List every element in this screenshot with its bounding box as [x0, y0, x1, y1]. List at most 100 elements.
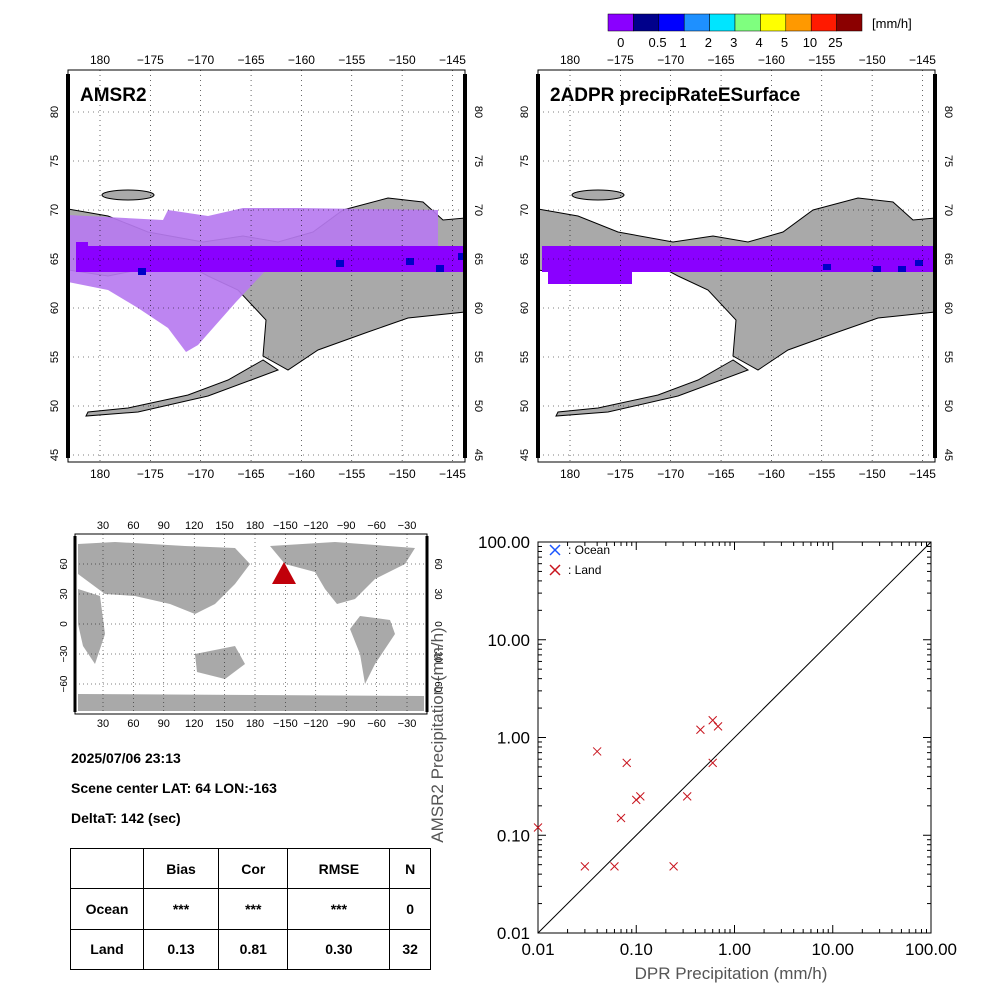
lat-tick-label: 55 [472, 351, 484, 363]
lon-tick-label: −60 [367, 718, 386, 730]
lat-tick-label: −60 [432, 676, 443, 693]
lon-tick-label: 180 [90, 53, 110, 67]
y-tick-label: 10.00 [487, 631, 530, 650]
legend-label: : Ocean [568, 543, 610, 557]
map-title: AMSR2 [80, 85, 147, 106]
lat-tick-label: 0 [432, 621, 443, 627]
lat-tick-label: 75 [472, 155, 484, 167]
colorbar-swatch [633, 13, 660, 32]
lon-tick-label: −155 [338, 53, 365, 67]
lon-tick-label: −160 [288, 467, 315, 481]
lat-tick-label: 30 [59, 588, 70, 600]
frame-edge [463, 74, 467, 458]
scatter-point [592, 747, 602, 756]
scatter-plot: 0.01 0.10 1.00 10.00 100.00 0.01 0.10 1.00 10.0… [428, 533, 957, 983]
dpr-map: 180 180 −175 −175 −170 −170 −165 −165 −160 −160 −1… [519, 53, 954, 481]
cell-n: 32 [389, 928, 431, 971]
scatter-point [622, 758, 632, 768]
lat-tick-label: −30 [432, 646, 443, 663]
aleutian-chain [85, 359, 280, 417]
colorbar-label: 4 [756, 35, 763, 50]
lat-tick-label: 60 [519, 302, 531, 314]
lat-tick-label: 0 [59, 621, 70, 627]
island [101, 189, 155, 201]
lon-tick-label: −150 [389, 467, 416, 481]
lon-tick-label: 60 [127, 718, 139, 730]
heavy-precip-band [76, 242, 88, 272]
lon-tick-label: −145 [439, 53, 466, 67]
y-tick-label: 100.00 [478, 533, 530, 552]
x-tick-label: 10.00 [811, 940, 854, 959]
island [571, 189, 625, 201]
lon-tick-label: −155 [808, 53, 835, 67]
precip-pixel [336, 260, 344, 267]
lon-tick-label: −150 [859, 53, 886, 67]
precip-pixel [823, 264, 831, 270]
colorbar-label: 5 [781, 35, 788, 50]
lon-tick-label: −120 [303, 718, 328, 730]
colorbar: [mm/h] 0 0.5 1 2 3 4 5 10 25 [607, 13, 912, 50]
lon-tick-label: 150 [215, 520, 233, 532]
lat-tick-label: 45 [519, 449, 531, 461]
lat-tick-label: 65 [472, 253, 484, 265]
lat-tick-label: 70 [942, 204, 954, 216]
table-corner-cell [70, 847, 144, 890]
lon-tick-label: 180 [246, 718, 264, 730]
lat-tick-label: 80 [942, 106, 954, 118]
colorbar-swatch [810, 13, 837, 32]
legend-marker-icon [549, 544, 561, 556]
lat-tick-label: 60 [59, 558, 70, 570]
scatter-point [708, 715, 718, 725]
x-tick-label: 100.00 [905, 940, 957, 959]
colorbar-swatch [836, 13, 863, 32]
lat-tick-label: 50 [49, 400, 61, 412]
cell-rmse: *** [287, 888, 391, 930]
table-row-ocean: Ocean *** *** *** 0 [70, 888, 431, 930]
legend-marker-icon [549, 564, 561, 576]
continent [78, 589, 105, 664]
scatter-point [610, 862, 619, 871]
lat-tick-label: 60 [472, 302, 484, 314]
lon-tick-label: 90 [158, 520, 170, 532]
scene-center-label: Scene center LAT: 64 LON:-163 [71, 780, 277, 796]
scatter-point [682, 791, 692, 801]
lon-tick-label: −170 [657, 467, 684, 481]
lon-tick-label: −150 [859, 467, 886, 481]
lat-tick-label: 75 [49, 155, 61, 167]
lon-tick-label: −165 [238, 53, 265, 67]
amsr2-map: 180 180 −175 −175 −170 −170 −165 −165 −160 −160 −1… [49, 53, 484, 481]
header-bias: Bias [142, 847, 220, 890]
lon-tick-label: −155 [808, 467, 835, 481]
lon-tick-label: −165 [708, 53, 735, 67]
scatter-point [708, 758, 718, 768]
lon-tick-label: −175 [607, 467, 634, 481]
lat-tick-label: 60 [942, 302, 954, 314]
scatter-point [696, 725, 705, 735]
frame-edge [73, 536, 77, 712]
lon-tick-label: −165 [238, 467, 265, 481]
precip-pixel [898, 266, 906, 272]
lon-tick-label: −160 [758, 467, 785, 481]
lon-tick-label: −145 [909, 53, 936, 67]
cell-cor: 0.81 [218, 928, 289, 971]
cell-n: 0 [389, 888, 431, 930]
lon-tick-label: 60 [127, 520, 139, 532]
lon-tick-label: −145 [439, 467, 466, 481]
lon-tick-label: −160 [758, 53, 785, 67]
lat-tick-label: 60 [432, 558, 443, 570]
precip-pixel [915, 260, 923, 266]
colorbar-swatch [658, 13, 685, 32]
lon-tick-label: −90 [337, 520, 356, 532]
row-label: Ocean [70, 888, 144, 930]
lat-tick-label: 30 [432, 588, 443, 600]
colorbar-label: 2 [705, 35, 712, 50]
scatter-point [635, 791, 645, 801]
lon-tick-label: 30 [97, 520, 109, 532]
lon-tick-label: −175 [607, 53, 634, 67]
lon-tick-label: 180 [560, 53, 580, 67]
lon-tick-label: −60 [367, 520, 386, 532]
delta-t-label: DeltaT: 142 (sec) [71, 810, 181, 826]
lon-tick-label: 30 [97, 718, 109, 730]
lat-tick-label: 75 [519, 155, 531, 167]
header-cor: Cor [218, 847, 289, 890]
